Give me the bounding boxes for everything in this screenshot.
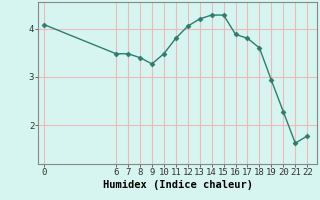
X-axis label: Humidex (Indice chaleur): Humidex (Indice chaleur) (103, 180, 252, 190)
